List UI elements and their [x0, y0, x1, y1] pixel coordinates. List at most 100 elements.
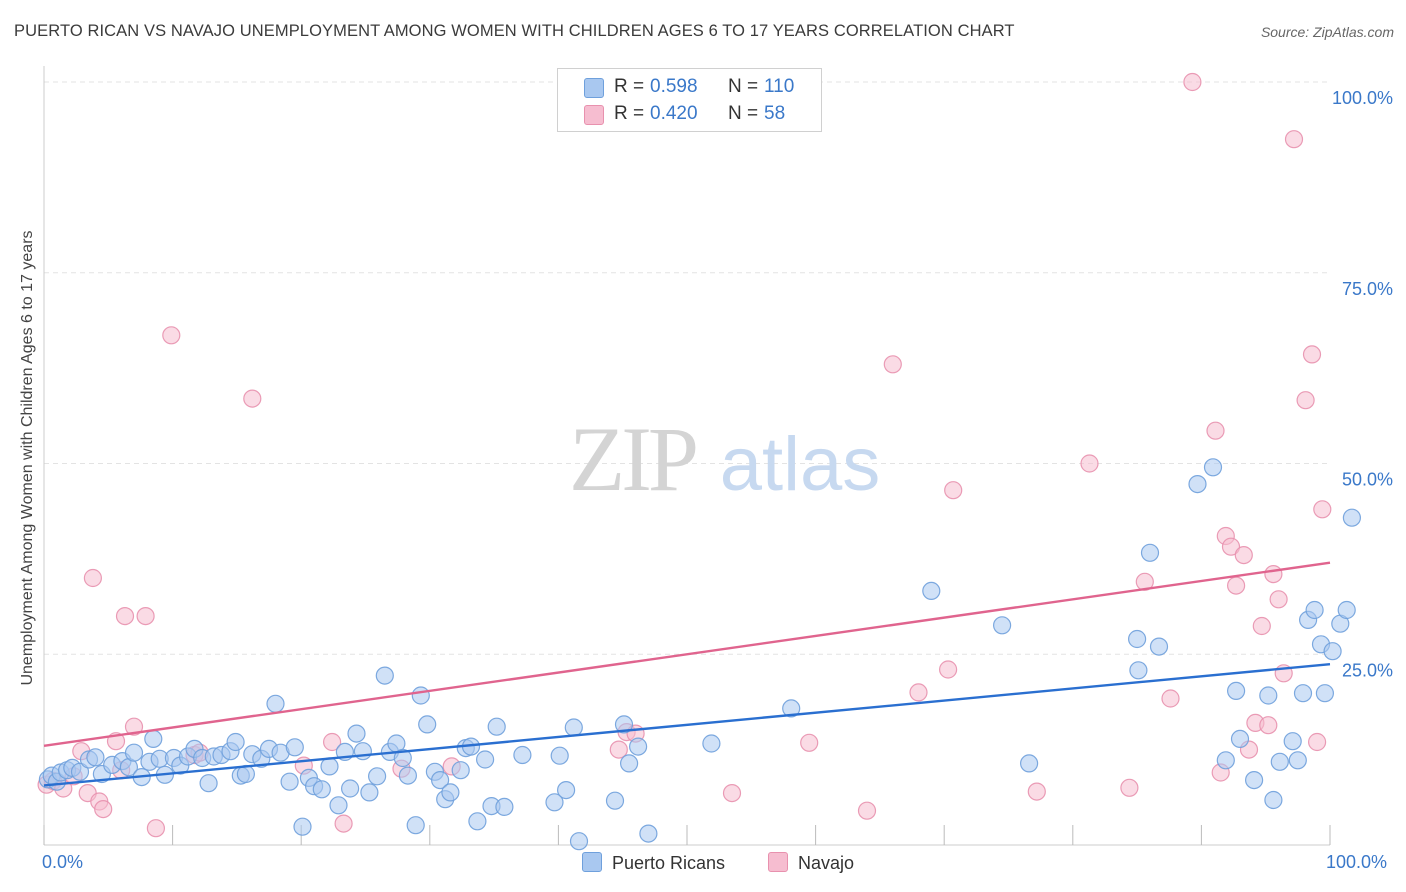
- navajo-point: [938, 660, 958, 679]
- navajo-point: [883, 355, 902, 374]
- x-tick-label-max: 100.0%: [1326, 852, 1388, 872]
- navajo-point: [115, 606, 135, 626]
- navajo-point: [334, 814, 353, 833]
- puerto-rican-point: [1019, 754, 1039, 773]
- puerto-rican-point: [569, 832, 589, 851]
- puerto-rican-point: [293, 817, 312, 836]
- y-tick-labels: 100.0% 75.0% 50.0% 25.0%: [1332, 88, 1393, 680]
- navajo-point: [83, 568, 103, 588]
- puerto-rican-point: [347, 724, 366, 743]
- puerto-rican-point: [393, 748, 412, 768]
- bottom-legend-navajo: Navajo: [768, 852, 854, 876]
- puerto-rican-point: [1259, 686, 1278, 705]
- x-tick-label-min: 0.0%: [42, 852, 84, 872]
- puerto-rican-point: [468, 812, 487, 831]
- puerto-rican-point: [1203, 458, 1223, 477]
- puerto-rican-point: [1305, 600, 1324, 620]
- puerto-rican-point: [86, 748, 105, 767]
- navajo-point: [1313, 500, 1332, 519]
- puerto-rican-point: [418, 715, 437, 734]
- puerto-rican-point: [550, 746, 569, 765]
- puerto-rican-point: [1283, 732, 1302, 751]
- puerto-rican-point: [1342, 508, 1362, 527]
- puerto-rican-point: [375, 666, 394, 685]
- puerto-rican-point: [1127, 629, 1147, 649]
- legend-r-label: R =: [614, 103, 645, 124]
- legend-n-label: N =: [728, 103, 759, 124]
- puerto-rican-point: [199, 774, 218, 793]
- navajo-point: [1296, 391, 1315, 410]
- legend-n-label: N =: [728, 76, 759, 97]
- y-tick-label: 75.0%: [1342, 279, 1393, 299]
- puerto-rican-point: [614, 715, 634, 734]
- puerto-rican-point: [1188, 475, 1207, 494]
- chart-source: Source: ZipAtlas.com: [1260, 24, 1394, 40]
- puerto-rican-point: [441, 783, 460, 802]
- puerto-rican-point: [285, 738, 304, 757]
- navajo-point: [1080, 454, 1099, 473]
- navajo-point: [136, 606, 155, 626]
- watermark-atlas: atlas: [720, 422, 881, 507]
- legend-label: Navajo: [798, 853, 855, 873]
- bottom-legend-puerto-ricans: Puerto Ricans: [582, 852, 725, 876]
- navajo-point: [243, 389, 262, 408]
- watermark-zip: ZIP: [569, 408, 696, 510]
- navajo-point: [1226, 576, 1246, 595]
- puerto-rican-point: [451, 761, 470, 780]
- data-points: [37, 72, 1362, 851]
- navajo-point: [1120, 778, 1139, 797]
- puerto-rican-point: [513, 745, 532, 765]
- puerto-rican-trend-line: [43, 662, 1331, 787]
- puerto-rican-point: [341, 779, 360, 798]
- puerto-rican-point: [922, 581, 941, 601]
- puerto-rican-point: [564, 718, 583, 737]
- puerto-rican-point: [1230, 729, 1250, 749]
- puerto-rican-point: [1140, 543, 1160, 562]
- puerto-rican-point: [70, 762, 90, 781]
- navajo-point: [609, 740, 628, 759]
- puerto-rican-point: [280, 772, 299, 791]
- navajo-point: [1302, 345, 1322, 364]
- watermark: ZIP atlas: [569, 408, 880, 510]
- puerto-rican-point: [1244, 770, 1264, 790]
- puerto-rican-point: [368, 767, 387, 786]
- puerto-rican-point: [329, 796, 348, 815]
- legend-label: Puerto Ricans: [612, 853, 726, 873]
- puerto-rican-point: [1293, 684, 1313, 703]
- navajo-point: [94, 799, 113, 819]
- y-tick-label: 25.0%: [1342, 660, 1393, 680]
- puerto-rican-point: [782, 699, 801, 718]
- puerto-rican-point: [1323, 642, 1342, 661]
- navajo-point: [1284, 130, 1304, 149]
- puerto-rican-point: [1149, 637, 1169, 656]
- puerto-rican-point: [431, 770, 450, 790]
- navajo-point: [722, 783, 742, 803]
- legend-r-value: 0.598: [650, 76, 698, 97]
- navajo-point: [1161, 689, 1180, 708]
- navajo-point: [323, 732, 342, 752]
- puerto-rican-point: [992, 616, 1012, 635]
- puerto-rican-point: [398, 766, 417, 785]
- legend-n-value: 58: [764, 103, 786, 124]
- puerto-rican-point: [124, 743, 144, 762]
- navajo-point: [800, 733, 819, 752]
- legend-r-label: R =: [614, 76, 645, 97]
- puerto-rican-point: [266, 694, 285, 713]
- puerto-rican-point: [619, 754, 639, 773]
- puerto-rican-point: [1129, 661, 1148, 680]
- puerto-rican-point: [144, 729, 163, 749]
- navajo-point: [124, 717, 144, 736]
- puerto-rican-point: [495, 797, 514, 817]
- puerto-rican-point: [556, 780, 576, 800]
- navajo-point: [909, 683, 928, 702]
- navajo-point: [1027, 782, 1046, 801]
- puerto-rican-point: [1226, 681, 1246, 701]
- puerto-rican-point: [320, 757, 339, 776]
- legend-swatch-pink: [584, 105, 604, 125]
- chart-title: PUERTO RICAN VS NAVAJO UNEMPLOYMENT AMON…: [14, 22, 1015, 40]
- y-tick-label: 100.0%: [1332, 88, 1393, 108]
- navajo-point: [146, 819, 165, 838]
- navajo-point: [1234, 545, 1253, 565]
- puerto-rican-point: [1337, 600, 1356, 620]
